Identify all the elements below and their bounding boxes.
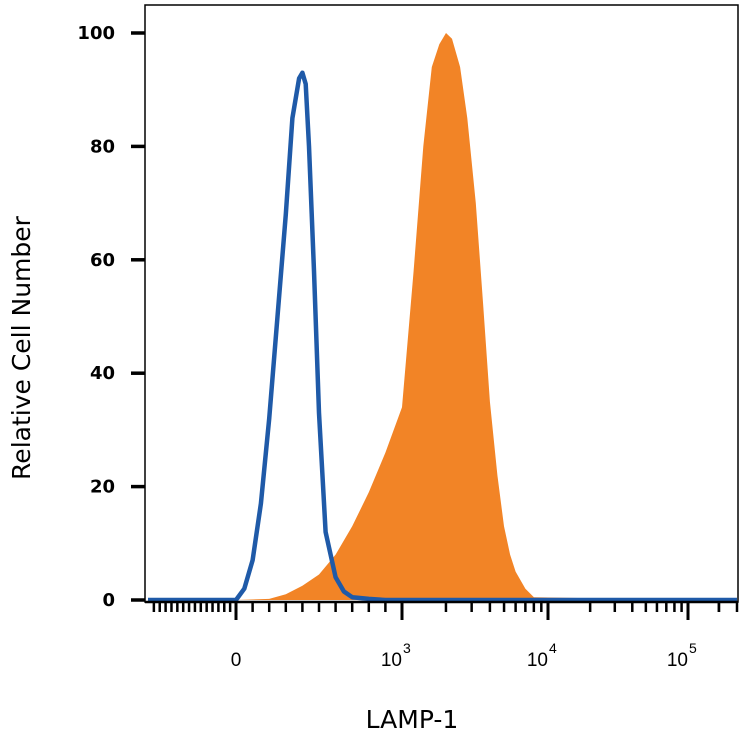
x-tick-exponent: 3 bbox=[403, 640, 411, 656]
y-tick-label: 80 bbox=[90, 136, 115, 157]
x-tick-label: 10 bbox=[667, 650, 688, 671]
y-tick-label: 60 bbox=[90, 250, 115, 271]
y-tick-label: 40 bbox=[90, 363, 115, 384]
plot-marks bbox=[148, 33, 737, 603]
histogram-filled-series bbox=[148, 33, 737, 600]
x-tick-label: 0 bbox=[231, 650, 242, 671]
x-tick-label: 10 bbox=[527, 650, 548, 671]
x-tick-exponent: 5 bbox=[689, 640, 697, 656]
x-tick-exponent: 4 bbox=[549, 640, 557, 656]
histogram-outline-series bbox=[148, 70, 737, 603]
x-tick-label: 10 bbox=[381, 650, 402, 671]
y-tick-label: 100 bbox=[77, 23, 115, 44]
y-axis-ticks: 0 20 40 60 80 100 bbox=[77, 23, 145, 611]
x-axis-label: LAMP-1 bbox=[366, 705, 459, 734]
y-tick-label: 0 bbox=[102, 590, 115, 611]
y-axis-label: Relative Cell Number bbox=[7, 215, 36, 480]
y-tick-label: 20 bbox=[90, 477, 115, 498]
